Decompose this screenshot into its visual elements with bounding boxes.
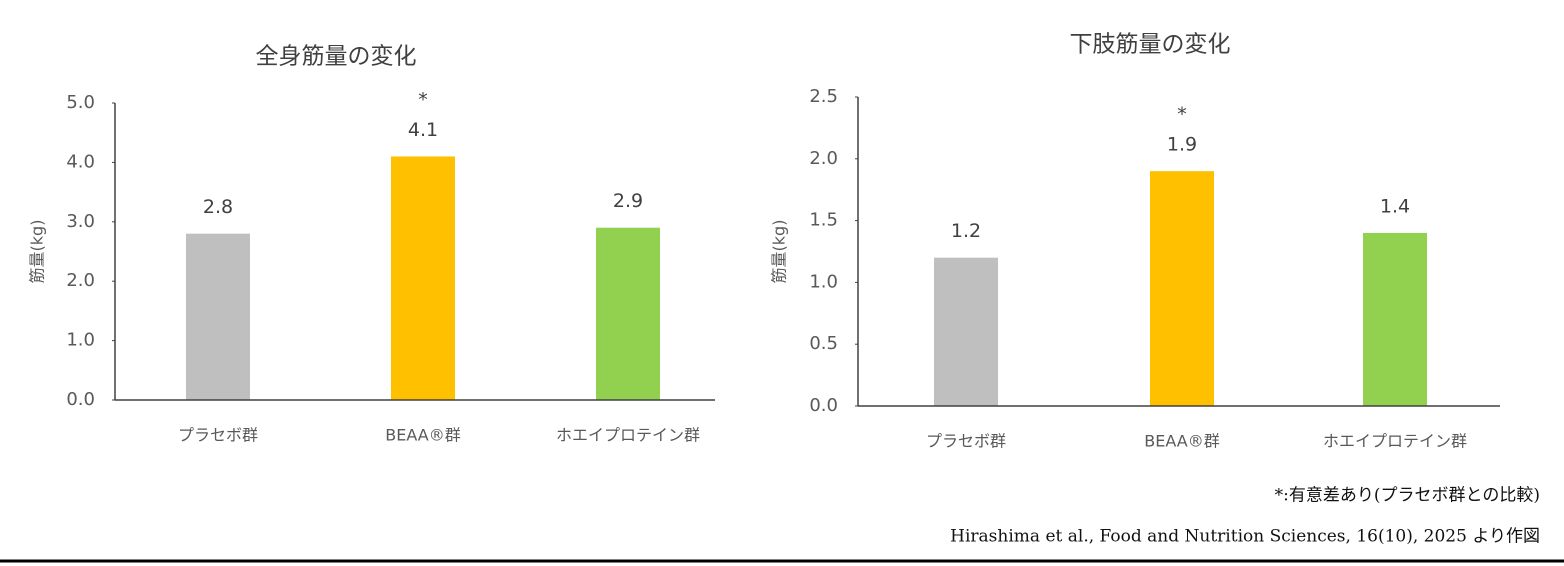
chart-title: 全身筋量の変化	[256, 44, 417, 70]
y-tick-label: 2.5	[809, 86, 838, 107]
footnote: *:有意差あり(プラセボ群との比較)	[1275, 486, 1540, 506]
y-tick-label: 2.0	[809, 148, 838, 169]
bar	[1150, 171, 1214, 406]
value-label: 1.9	[1167, 134, 1197, 156]
y-tick-label: 1.5	[809, 210, 838, 231]
value-label: 2.8	[203, 196, 233, 218]
value-label: 4.1	[408, 119, 438, 141]
bar	[1363, 232, 1427, 406]
value-label: 1.2	[951, 220, 981, 242]
y-tick-label: 0.0	[66, 389, 95, 410]
bar	[391, 156, 455, 400]
x-tick-label: プラセボ群	[926, 432, 1006, 451]
y-tick-label: 1.0	[66, 330, 95, 351]
chart-title: 下肢筋量の変化	[1070, 32, 1231, 58]
y-tick-label: 4.0	[66, 151, 95, 172]
significance-mark: *	[1177, 104, 1187, 126]
y-tick-label: 2.0	[66, 270, 95, 291]
x-tick-label: プラセボ群	[178, 426, 258, 445]
x-tick-label: BEAA®群	[385, 426, 460, 445]
y-tick-label: 3.0	[66, 211, 95, 232]
bar	[186, 233, 250, 400]
y-axis-label: 筋量(kg)	[28, 220, 47, 284]
y-tick-label: 0.5	[809, 333, 838, 354]
value-label: 2.9	[613, 190, 643, 212]
bar	[934, 257, 998, 406]
x-tick-label: ホエイプロテイン群	[1323, 432, 1467, 451]
citation: Hirashima et al., Food and Nutrition Sci…	[950, 527, 1540, 547]
x-tick-label: ホエイプロテイン群	[556, 426, 700, 445]
x-tick-label: BEAA®群	[1144, 432, 1219, 451]
value-label: 1.4	[1380, 195, 1410, 217]
y-tick-label: 1.0	[809, 271, 838, 292]
bar	[596, 227, 660, 400]
y-tick-label: 5.0	[66, 92, 95, 113]
significance-mark: *	[418, 89, 428, 111]
y-tick-label: 0.0	[809, 395, 838, 416]
y-axis-label: 筋量(kg)	[770, 220, 789, 284]
